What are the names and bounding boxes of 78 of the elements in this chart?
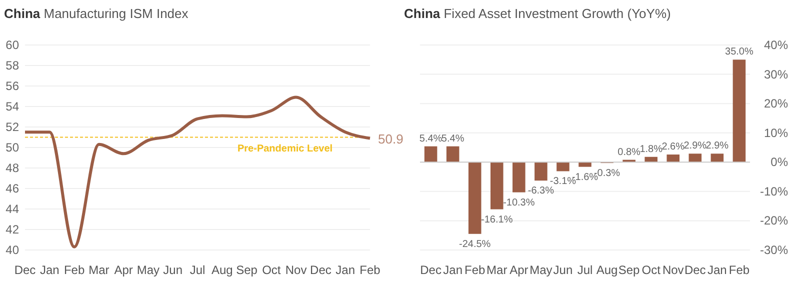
x-tick-label: Jan <box>336 263 356 277</box>
bar <box>556 162 570 172</box>
x-tick-label: Sep <box>236 263 258 277</box>
data-label: 0.8% <box>618 146 641 158</box>
bar <box>732 60 746 162</box>
y-tick-label: 40% <box>764 38 788 52</box>
y-tick-label: 56 <box>6 79 20 93</box>
data-label: 1.8% <box>640 144 663 155</box>
x-tick-label: Jan <box>443 263 463 277</box>
x-tick-label: Feb <box>64 263 85 277</box>
bar <box>534 162 548 181</box>
x-tick-label: Mar <box>88 263 110 277</box>
x-tick-label: Jul <box>190 263 206 277</box>
x-tick-label: May <box>136 263 160 277</box>
y-tick-label: 52 <box>6 120 20 134</box>
x-tick-label: Apr <box>114 263 133 277</box>
x-tick-label: Dec <box>684 263 706 277</box>
x-tick-label: Jan <box>40 263 60 277</box>
ref-line-label: Pre-Pandemic Level <box>238 143 333 154</box>
data-label: 5.4% <box>441 133 464 144</box>
data-label: -24.5% <box>459 238 491 250</box>
y-tick-label: -20% <box>760 214 788 228</box>
x-tick-label: Jul <box>577 263 593 277</box>
bar <box>512 162 526 192</box>
y-tick-label: 46 <box>6 182 20 196</box>
x-tick-label: May <box>530 263 552 277</box>
y-tick-label: -10% <box>760 184 788 198</box>
x-tick-label: Nov <box>662 263 684 277</box>
line-series <box>24 96 372 248</box>
bar <box>490 162 504 210</box>
bar <box>688 154 702 162</box>
data-label: 35.0% <box>725 46 754 58</box>
y-tick-label: 10% <box>764 126 788 140</box>
x-tick-label: Jun <box>163 263 183 277</box>
data-label: 50.9 <box>378 131 404 146</box>
x-tick-label: Jun <box>553 263 573 277</box>
x-tick-label: Jan <box>707 263 727 277</box>
bar <box>578 162 592 167</box>
x-tick-label: Sep <box>618 263 640 277</box>
bar <box>710 154 724 162</box>
y-tick-label: -30% <box>760 243 788 257</box>
x-tick-label: Aug <box>211 263 233 277</box>
y-tick-label: 54 <box>6 100 20 114</box>
data-label: 2.6% <box>662 142 685 153</box>
bar <box>446 146 460 162</box>
data-label: 5.4% <box>419 133 442 144</box>
x-tick-label: Dec <box>420 263 442 277</box>
y-tick-label: 40 <box>6 243 20 257</box>
bar <box>666 154 680 162</box>
x-tick-label: Apr <box>510 263 528 277</box>
x-tick-label: Nov <box>285 263 307 277</box>
x-tick-label: Dec <box>310 263 332 277</box>
y-tick-label: 44 <box>6 202 20 216</box>
y-tick-label: 20% <box>764 96 788 111</box>
bar <box>424 146 438 162</box>
y-tick-label: 42 <box>6 222 20 236</box>
data-label: -10.3% <box>503 197 535 208</box>
x-tick-label: Feb <box>728 263 750 277</box>
bar <box>468 162 482 234</box>
y-tick-label: 0% <box>770 155 788 170</box>
data-label: -6.3% <box>528 186 554 197</box>
x-tick-label: Feb <box>360 263 381 277</box>
y-tick-label: 60 <box>6 38 20 52</box>
y-tick-label: 30% <box>764 67 788 82</box>
x-tick-label: Aug <box>596 263 618 277</box>
data-label: 2.9% <box>684 140 707 152</box>
x-tick-label: Mar <box>486 263 508 277</box>
x-tick-label: Feb <box>464 263 486 277</box>
x-tick-label: Oct <box>642 263 662 277</box>
chart-title: China Manufacturing ISM Index <box>4 6 189 21</box>
chart-title: China Fixed Asset Investment Growth (YoY%) <box>404 6 671 21</box>
y-tick-label: 48 <box>6 161 20 175</box>
data-label: 2.9% <box>706 140 729 152</box>
y-tick-label: 50 <box>6 140 20 154</box>
x-tick-label: Oct <box>262 263 282 277</box>
y-tick-label: 58 <box>6 58 20 72</box>
x-tick-label: Dec <box>14 263 36 277</box>
data-label: -16.1% <box>481 214 513 226</box>
